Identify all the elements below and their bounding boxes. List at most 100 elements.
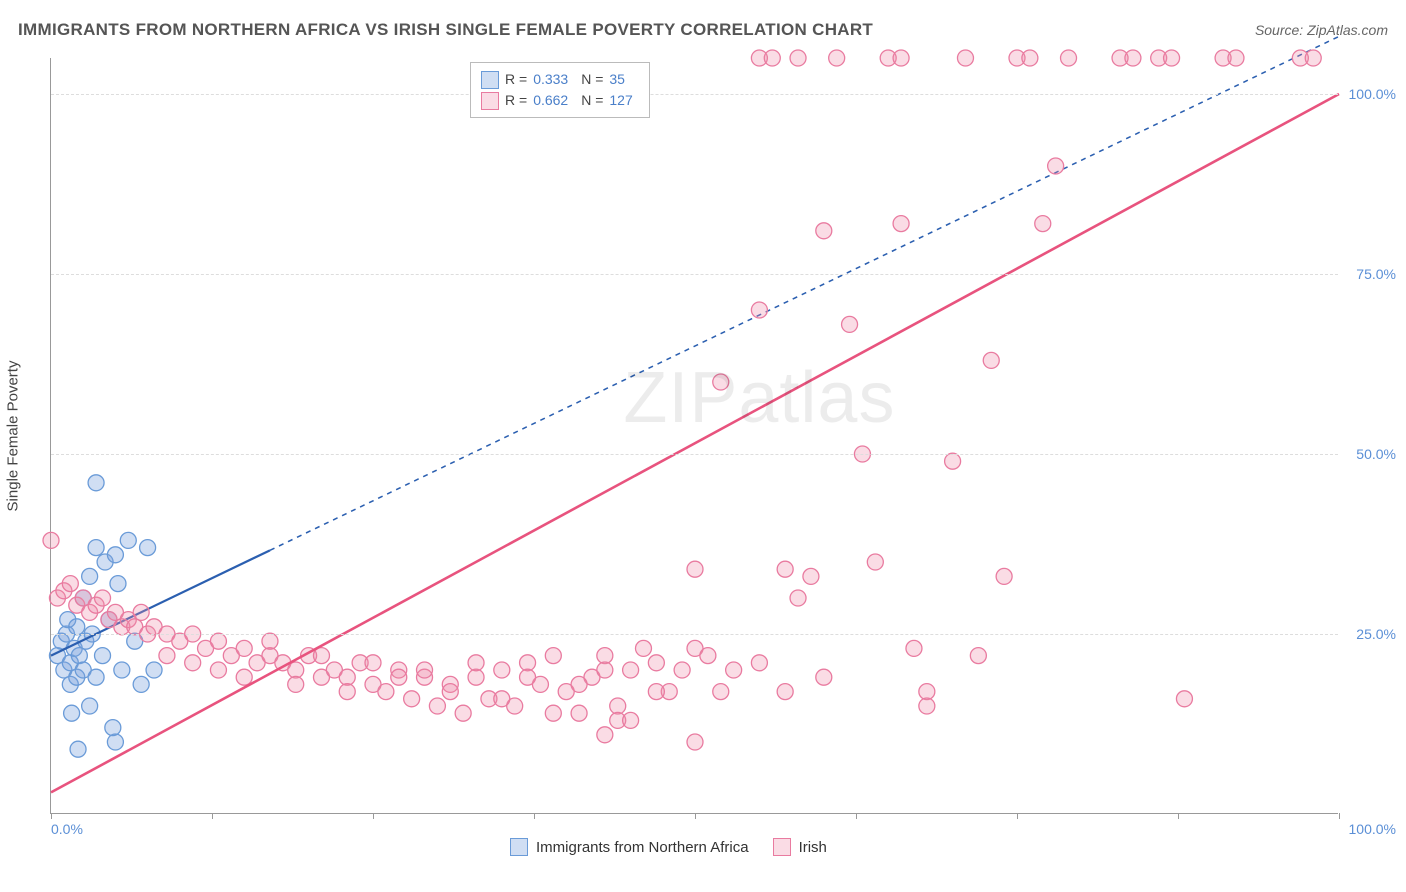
legend-label: Immigrants from Northern Africa (536, 839, 749, 856)
gridline (51, 274, 1338, 275)
r-value: 0.662 (533, 90, 575, 111)
r-label: R = (505, 69, 527, 90)
data-point-irish (468, 655, 484, 671)
scatter-plot: ZIPatlas 25.0%50.0%75.0%100.0%0.0%100.0% (50, 58, 1338, 814)
data-point-irish (1022, 50, 1038, 66)
data-point-irish (1035, 216, 1051, 232)
data-point-irish (597, 727, 613, 743)
data-point-irish (777, 561, 793, 577)
data-point-irish (919, 684, 935, 700)
data-point-irish (494, 691, 510, 707)
data-point-irish (455, 705, 471, 721)
x-tick (373, 813, 374, 819)
legend-item: Immigrants from Northern Africa (510, 838, 749, 856)
source-label: Source: ZipAtlas.com (1255, 22, 1388, 38)
data-point-irish (571, 676, 587, 692)
data-point-irish (635, 640, 651, 656)
data-point-irish (713, 684, 729, 700)
data-point-nafrica (82, 698, 98, 714)
data-point-irish (996, 568, 1012, 584)
plot-svg (51, 58, 1339, 814)
series-legend: Immigrants from Northern AfricaIrish (510, 838, 827, 856)
data-point-irish (1228, 50, 1244, 66)
data-point-irish (43, 532, 59, 548)
data-point-irish (339, 684, 355, 700)
data-point-nafrica (64, 705, 80, 721)
data-point-irish (133, 604, 149, 620)
regression-line-dashed-nafrica (270, 36, 1339, 550)
data-point-irish (751, 655, 767, 671)
data-point-irish (417, 662, 433, 678)
data-point-irish (842, 316, 858, 332)
data-point-irish (391, 669, 407, 685)
data-point-nafrica (114, 662, 130, 678)
data-point-irish (468, 669, 484, 685)
data-point-irish (700, 648, 716, 664)
n-label: N = (581, 69, 603, 90)
data-point-nafrica (107, 734, 123, 750)
data-point-nafrica (95, 648, 111, 664)
data-point-irish (571, 705, 587, 721)
x-tick-label-min: 0.0% (51, 821, 83, 837)
data-point-irish (803, 568, 819, 584)
data-point-irish (945, 453, 961, 469)
data-point-nafrica (71, 648, 87, 664)
data-point-irish (339, 669, 355, 685)
y-tick-label: 100.0% (1349, 86, 1396, 102)
data-point-nafrica (107, 547, 123, 563)
data-point-irish (751, 302, 767, 318)
data-point-irish (520, 655, 536, 671)
y-tick-label: 75.0% (1356, 266, 1396, 282)
data-point-irish (790, 50, 806, 66)
chart-title: IMMIGRANTS FROM NORTHERN AFRICA VS IRISH… (18, 20, 873, 40)
data-point-irish (983, 352, 999, 368)
data-point-nafrica (70, 741, 86, 757)
data-point-irish (687, 561, 703, 577)
x-tick (1178, 813, 1179, 819)
n-label: N = (581, 90, 603, 111)
r-label: R = (505, 90, 527, 111)
data-point-irish (210, 633, 226, 649)
data-point-irish (867, 554, 883, 570)
data-point-irish (597, 648, 613, 664)
data-point-irish (159, 648, 175, 664)
data-point-nafrica (133, 676, 149, 692)
data-point-irish (545, 648, 561, 664)
data-point-irish (1125, 50, 1141, 66)
data-point-irish (185, 655, 201, 671)
y-axis-label: Single Female Poverty (5, 361, 22, 512)
data-point-nafrica (88, 540, 104, 556)
data-point-nafrica (120, 532, 136, 548)
data-point-irish (1176, 691, 1192, 707)
data-point-irish (429, 698, 445, 714)
data-point-irish (288, 662, 304, 678)
x-tick (856, 813, 857, 819)
title-bar: IMMIGRANTS FROM NORTHERN AFRICA VS IRISH… (18, 20, 1388, 40)
data-point-irish (442, 684, 458, 700)
regression-line-irish (51, 94, 1339, 792)
legend-row: R =0.333N =35 (481, 69, 639, 90)
x-tick (1339, 813, 1340, 819)
data-point-nafrica (146, 662, 162, 678)
data-point-irish (726, 662, 742, 678)
data-point-irish (919, 698, 935, 714)
data-point-irish (790, 590, 806, 606)
data-point-irish (816, 669, 832, 685)
data-point-irish (893, 216, 909, 232)
x-tick (212, 813, 213, 819)
data-point-irish (777, 684, 793, 700)
r-value: 0.333 (533, 69, 575, 90)
data-point-irish (1048, 158, 1064, 174)
data-point-irish (236, 669, 252, 685)
data-point-irish (520, 669, 536, 685)
legend-swatch (481, 71, 499, 89)
data-point-irish (764, 50, 780, 66)
data-point-irish (610, 698, 626, 714)
data-point-irish (365, 655, 381, 671)
x-tick-label-max: 100.0% (1349, 821, 1396, 837)
legend-swatch (510, 838, 528, 856)
n-value: 127 (609, 90, 639, 111)
data-point-irish (1305, 50, 1321, 66)
x-tick (534, 813, 535, 819)
data-point-nafrica (88, 669, 104, 685)
